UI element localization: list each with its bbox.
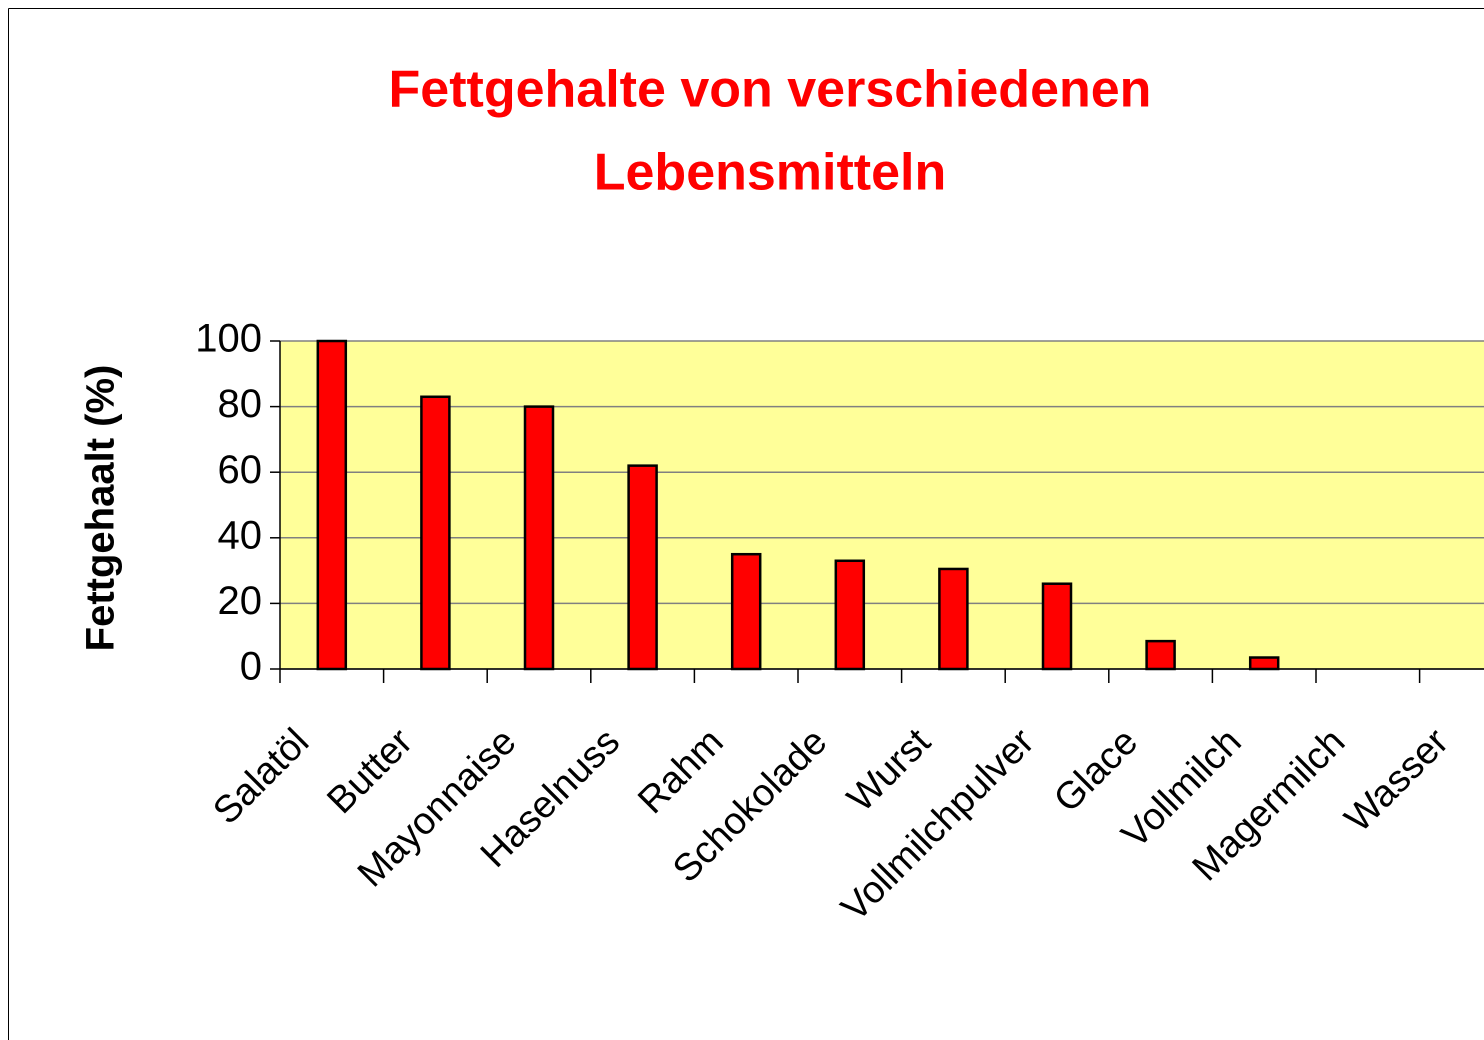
- y-tick-label: 60: [218, 448, 263, 492]
- plot-area: [280, 341, 1484, 669]
- x-tick-label: Vollmilchpulver: [834, 721, 1043, 930]
- bar: [420, 395, 451, 671]
- y-tick-label: 80: [218, 382, 263, 426]
- chart-title: Fettgehalte von verschiedenen: [389, 61, 1152, 119]
- bar: [1041, 582, 1073, 671]
- x-tick-label: Glace: [1046, 721, 1146, 821]
- y-tick-label: 40: [218, 513, 263, 557]
- bar: [730, 552, 762, 671]
- x-tick-label: Wasser: [1337, 721, 1457, 841]
- x-tick-label: Salatöl: [205, 721, 317, 833]
- y-tick-label: 0: [240, 645, 262, 689]
- bar: [627, 464, 658, 671]
- y-axis-title: Fettgehaalt (%): [79, 365, 123, 652]
- x-tick-label: Wurst: [839, 720, 939, 820]
- x-tick-label: Butter: [319, 721, 421, 823]
- x-tick-label: Rahm: [630, 721, 731, 822]
- bar: [834, 559, 866, 671]
- bar: [938, 567, 969, 671]
- bar: [316, 339, 348, 671]
- bar: [1248, 656, 1280, 671]
- chart-title: Lebensmitteln: [594, 144, 947, 202]
- bar: [1145, 639, 1176, 671]
- y-tick-label: 20: [218, 579, 263, 623]
- bar: [523, 405, 555, 671]
- y-tick-label: 100: [195, 317, 262, 361]
